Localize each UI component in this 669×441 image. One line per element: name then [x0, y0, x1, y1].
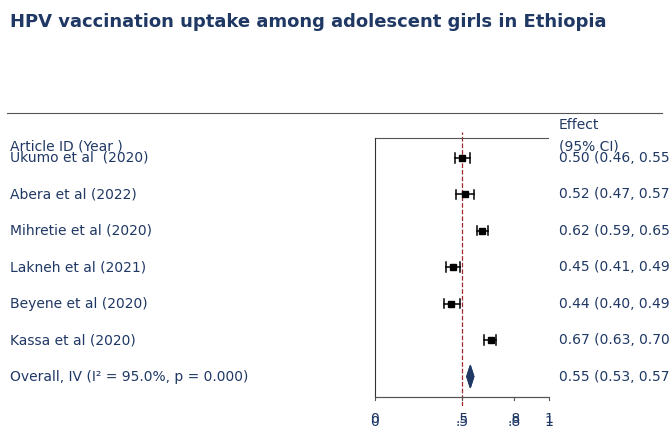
Text: 0.62 (0.59, 0.65): 0.62 (0.59, 0.65) [559, 224, 669, 238]
Text: 0.55 (0.53, 0.57): 0.55 (0.53, 0.57) [559, 370, 669, 384]
Text: Lakneh et al (2021): Lakneh et al (2021) [10, 260, 146, 274]
Text: 0.67 (0.63, 0.70): 0.67 (0.63, 0.70) [559, 333, 669, 347]
Text: Article ID (Year ): Article ID (Year ) [10, 140, 123, 154]
Text: (95% CI): (95% CI) [559, 140, 618, 154]
Text: Kassa et al (2020): Kassa et al (2020) [10, 333, 136, 347]
Text: 0.52 (0.47, 0.57): 0.52 (0.47, 0.57) [559, 187, 669, 201]
Text: Abera et al (2022): Abera et al (2022) [10, 187, 136, 201]
Text: Overall, IV (I² = 95.0%, p = 0.000): Overall, IV (I² = 95.0%, p = 0.000) [10, 370, 248, 384]
Text: 0: 0 [370, 412, 379, 426]
Polygon shape [467, 366, 474, 388]
Text: Effect: Effect [559, 118, 599, 132]
Text: 0.45 (0.41, 0.49): 0.45 (0.41, 0.49) [559, 260, 669, 274]
Text: 0.44 (0.40, 0.49): 0.44 (0.40, 0.49) [559, 297, 669, 310]
Text: 0.50 (0.46, 0.55): 0.50 (0.46, 0.55) [559, 151, 669, 165]
Text: .5: .5 [455, 412, 468, 426]
Text: .8: .8 [507, 412, 520, 426]
Text: Beyene et al (2020): Beyene et al (2020) [10, 297, 148, 310]
Text: 1: 1 [544, 412, 553, 426]
Text: HPV vaccination uptake among adolescent girls in Ethiopia: HPV vaccination uptake among adolescent … [10, 13, 607, 31]
Text: Ukumo et al  (2020): Ukumo et al (2020) [10, 151, 149, 165]
Text: Mihretie et al (2020): Mihretie et al (2020) [10, 224, 152, 238]
